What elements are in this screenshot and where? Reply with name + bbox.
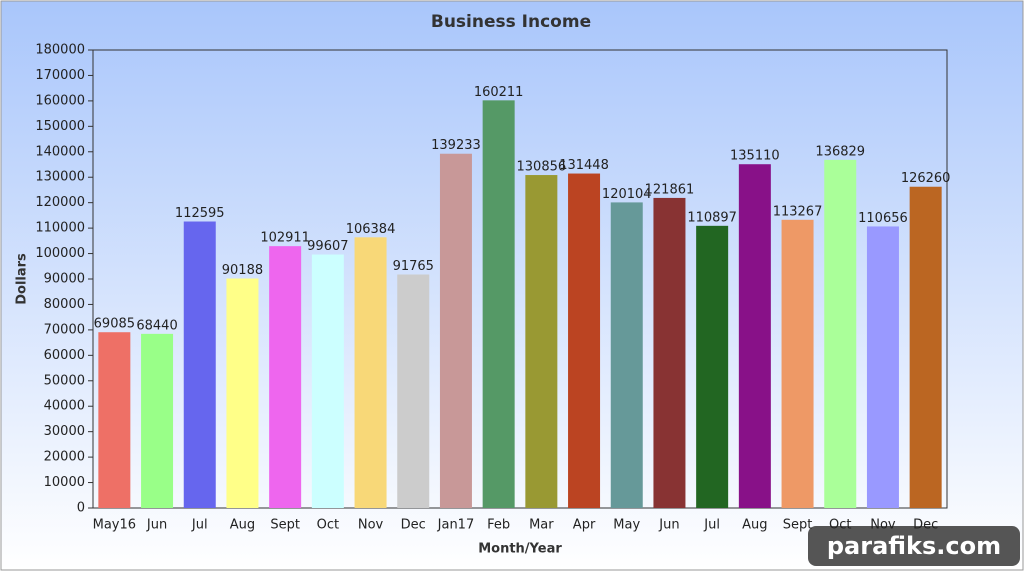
data-label: 69085 — [94, 317, 135, 332]
bar — [226, 278, 259, 508]
data-label: 99607 — [307, 239, 348, 254]
bar — [824, 159, 857, 509]
data-label: 131448 — [559, 158, 609, 173]
y-tick-label: 60000 — [44, 348, 85, 363]
x-tick-label: May16 — [93, 518, 136, 533]
data-label: 90188 — [222, 263, 263, 278]
data-label: 112595 — [175, 206, 225, 221]
y-tick-label: 110000 — [35, 221, 85, 236]
y-tick-label: 100000 — [35, 246, 85, 261]
x-tick-label: Aug — [230, 518, 255, 533]
x-tick-label: Dec — [401, 518, 426, 533]
data-label: 135110 — [730, 149, 780, 164]
data-label: 68440 — [136, 318, 177, 333]
chart-title: Business Income — [431, 12, 591, 32]
x-tick-label: Oct — [829, 518, 851, 533]
data-label: 139233 — [431, 138, 481, 153]
bar — [866, 226, 899, 508]
y-tick-label: 120000 — [35, 195, 85, 210]
data-label: 110656 — [858, 211, 908, 226]
y-tick-label: 50000 — [44, 373, 85, 388]
bar — [311, 254, 344, 508]
x-tick-label: Jan17 — [437, 518, 475, 533]
x-tick-label: Oct — [317, 518, 339, 533]
bar — [653, 197, 686, 508]
x-tick-label: Jun — [658, 518, 679, 533]
x-tick-label: Jul — [703, 518, 720, 533]
y-tick-label: 90000 — [44, 272, 85, 287]
data-label: 121861 — [645, 182, 695, 197]
bar — [98, 332, 131, 508]
bar — [183, 221, 216, 508]
watermark: parafiks.com — [827, 532, 1001, 560]
x-tick-label: Apr — [573, 518, 596, 533]
data-label: 136829 — [815, 144, 865, 159]
x-tick-label: May — [613, 518, 640, 533]
y-tick-label: 70000 — [44, 322, 85, 337]
x-tick-label: Sept — [783, 518, 813, 533]
data-label: 110897 — [687, 210, 737, 225]
x-tick-label: Dec — [913, 518, 938, 533]
bar — [354, 237, 387, 508]
y-tick-label: 80000 — [44, 297, 85, 312]
data-label: 102911 — [260, 231, 310, 246]
bar — [141, 333, 174, 508]
y-tick-label: 30000 — [44, 424, 85, 439]
x-tick-label: Feb — [487, 518, 510, 533]
y-tick-label: 150000 — [35, 119, 85, 134]
y-tick-label: 20000 — [44, 450, 85, 465]
x-tick-label: Jul — [191, 518, 208, 533]
y-axis-title: Dollars — [15, 253, 30, 305]
bar — [738, 164, 771, 509]
bar — [269, 246, 302, 508]
y-tick-label: 0 — [77, 501, 85, 516]
data-label: 126260 — [901, 171, 951, 186]
y-tick-label: 10000 — [44, 475, 85, 490]
bar — [397, 274, 430, 508]
data-label: 130856 — [517, 160, 567, 175]
y-tick-label: 170000 — [35, 68, 85, 83]
x-tick-label: Nov — [870, 518, 896, 533]
x-tick-label: Jun — [146, 518, 167, 533]
y-tick-label: 160000 — [35, 93, 85, 108]
x-tick-label: Mar — [529, 518, 554, 533]
bar — [439, 153, 472, 508]
y-tick-label: 130000 — [35, 170, 85, 185]
bar — [909, 186, 942, 508]
y-tick-label: 140000 — [35, 144, 85, 159]
bar — [781, 219, 814, 509]
bar — [482, 100, 515, 508]
watermark-box — [808, 526, 1020, 566]
x-tick-label: Aug — [742, 518, 767, 533]
x-tick-label: Sept — [270, 518, 300, 533]
data-label: 106384 — [346, 222, 396, 237]
bar — [525, 175, 558, 508]
x-axis-title: Month/Year — [478, 542, 562, 557]
x-tick-label: Nov — [358, 518, 384, 533]
y-tick-label: 40000 — [44, 399, 85, 414]
data-label: 113267 — [773, 204, 823, 219]
data-label: 91765 — [393, 259, 434, 274]
bar — [568, 173, 601, 508]
data-label: 120104 — [602, 187, 652, 202]
data-label: 160211 — [474, 85, 524, 100]
bar — [610, 202, 643, 508]
bar — [696, 225, 729, 509]
y-tick-label: 180000 — [35, 43, 85, 58]
